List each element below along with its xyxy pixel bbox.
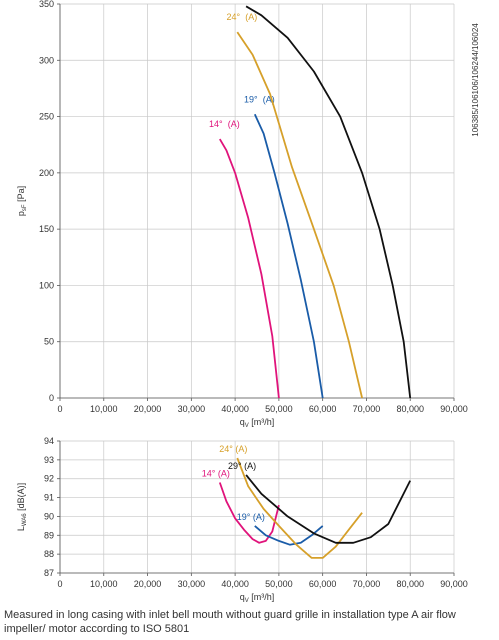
pressure-y-tick-label: 250 <box>39 112 54 122</box>
sound-series-24deg-line <box>236 457 363 559</box>
pressure-series-curve-label: (A) <box>245 12 257 22</box>
sound-series-label: 24° (A) <box>219 444 247 454</box>
footnote-text: Measured in long casing with inlet bell … <box>4 609 456 635</box>
sound-x-tick-label: 0 <box>57 579 62 589</box>
pressure-x-tick-label: 30,000 <box>178 404 206 414</box>
sound-y-tick-label: 87 <box>44 568 54 578</box>
sound-y-tick-label: 91 <box>44 493 54 503</box>
sound-x-tick-label: 50,000 <box>265 579 293 589</box>
pressure-x-axis-label: qV [m³/h] <box>240 417 275 429</box>
pressure-x-tick-label: 20,000 <box>134 404 162 414</box>
sound-x-tick-label: 20,000 <box>134 579 162 589</box>
sound-y-tick-label: 94 <box>44 436 54 446</box>
sound-series-label: 19° (A) <box>237 512 265 522</box>
pressure-y-tick-label: 150 <box>39 224 54 234</box>
pressure-x-tick-label: 70,000 <box>353 404 381 414</box>
pressure-y-tick-label: 300 <box>39 55 54 65</box>
pressure-series-19deg-line <box>253 113 324 399</box>
sound-x-tick-label: 60,000 <box>309 579 337 589</box>
pressure-x-tick-label: 60,000 <box>309 404 337 414</box>
sound-series-19deg-line <box>254 525 324 546</box>
sound-series-label: 29° (A) <box>228 461 256 471</box>
sound-series-29deg-line <box>245 474 412 544</box>
pressure-x-tick-label: 80,000 <box>396 404 424 414</box>
sound-y-tick-label: 90 <box>44 511 54 521</box>
sound-x-tick-label: 70,000 <box>353 579 381 589</box>
side-reference-label: 106385/106106/106244/106024 <box>471 23 480 137</box>
pressure-series-29deg-line <box>245 5 412 399</box>
pressure-y-tick-label: 200 <box>39 168 54 178</box>
sound-series-label: 14° (A) <box>202 468 230 478</box>
sound-y-tick-label: 88 <box>44 549 54 559</box>
sound-series-14deg-line <box>218 482 280 544</box>
sound-x-tick-label: 30,000 <box>178 579 206 589</box>
pressure-series-curve-label: (A) <box>228 119 240 129</box>
pressure-x-tick-label: 10,000 <box>90 404 118 414</box>
pressure-y-tick-label: 50 <box>44 337 54 347</box>
sound-y-tick-label: 92 <box>44 474 54 484</box>
sound-x-tick-label: 10,000 <box>90 579 118 589</box>
pressure-series-angle-label: 14° <box>209 119 223 129</box>
pressure-y-tick-label: 0 <box>49 393 54 403</box>
pressure-series-curve-label: (A) <box>263 94 275 104</box>
sound-y-tick-label: 93 <box>44 455 54 465</box>
fan-curve-chart: 0 10,000 20,000 30,000 40,000 50,000 60,000 70,… <box>16 0 480 604</box>
pressure-y-tick-label: 100 <box>39 280 54 290</box>
sound-y-axis-label: LWA6 [dB(A)] <box>16 483 28 531</box>
pressure-x-tick-label: 0 <box>57 404 62 414</box>
pressure-x-tick-label: 40,000 <box>221 404 249 414</box>
pressure-x-tick-label: 90,000 <box>440 404 468 414</box>
pressure-y-axis-label: psF [Pa] <box>16 186 28 216</box>
sound-y-tick-label: 89 <box>44 530 54 540</box>
pressure-series-24deg-line <box>236 31 363 399</box>
sound-x-tick-label: 40,000 <box>221 579 249 589</box>
pressure-series-angle-label: 24° <box>226 12 240 22</box>
pressure-series-14deg-line <box>219 138 280 399</box>
pressure-series-angle-label: 19° <box>244 94 258 104</box>
pressure-y-tick-label: 350 <box>39 0 54 9</box>
pressure-x-tick-label: 50,000 <box>265 404 293 414</box>
sound-x-axis-label: qV [m³/h] <box>240 592 275 604</box>
sound-x-tick-label: 90,000 <box>440 579 468 589</box>
sound-x-tick-label: 80,000 <box>396 579 424 589</box>
